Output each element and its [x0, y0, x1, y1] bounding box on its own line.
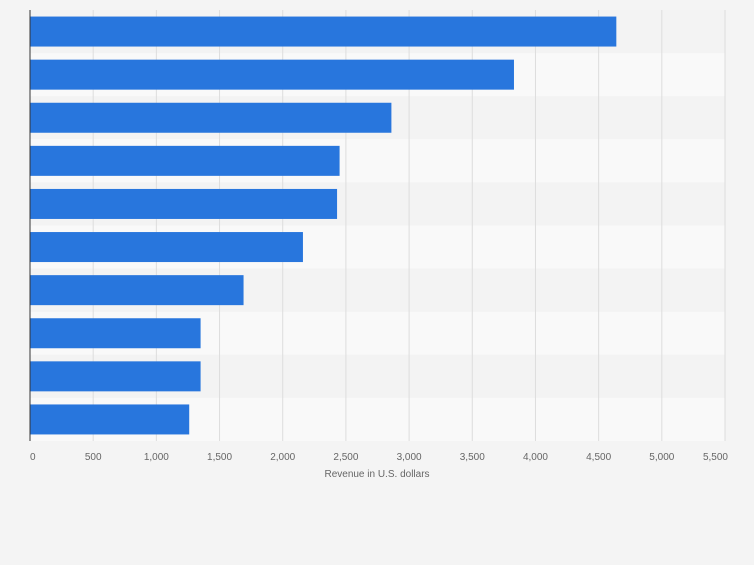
x-tick-label: 5,000	[649, 452, 674, 463]
bar	[30, 318, 201, 349]
x-tick-label: 2,500	[333, 452, 358, 463]
x-tick-label: 500	[85, 452, 102, 463]
x-axis-ticks: 0 500 1,000 1,500 2,000 2,500 3,000 3,500 4,000 4…	[30, 452, 728, 463]
bar	[30, 188, 338, 219]
bar	[30, 59, 514, 90]
x-axis-title: Revenue in U.S. dollars	[324, 469, 429, 480]
x-tick-label: 3,000	[397, 452, 422, 463]
x-tick-label: 1,500	[207, 452, 232, 463]
bars	[30, 16, 617, 435]
x-tick-label: 5,500	[703, 452, 728, 463]
x-tick-label: 3,500	[460, 452, 485, 463]
bar	[30, 404, 190, 435]
bar	[30, 361, 201, 392]
x-tick-label: 0	[30, 452, 36, 463]
bar	[30, 16, 617, 47]
x-tick-label: 4,000	[523, 452, 548, 463]
x-tick-label: 1,000	[144, 452, 169, 463]
bar	[30, 145, 340, 176]
bar	[30, 275, 244, 306]
bar	[30, 232, 303, 263]
x-tick-label: 2,000	[270, 452, 295, 463]
bar	[30, 102, 392, 133]
x-tick-label: 4,500	[586, 452, 611, 463]
